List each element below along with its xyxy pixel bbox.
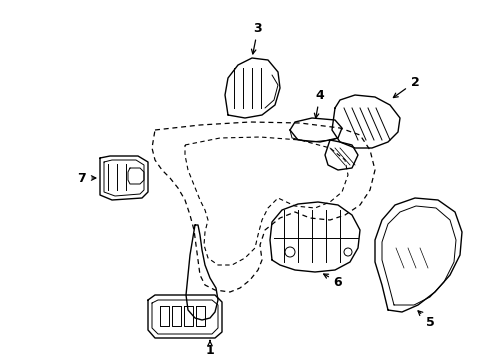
Text: 2: 2 <box>392 76 419 98</box>
Text: 4: 4 <box>314 89 324 118</box>
Text: 6: 6 <box>323 274 342 288</box>
Text: 7: 7 <box>78 171 96 185</box>
Text: 3: 3 <box>251 22 262 54</box>
Text: 5: 5 <box>417 311 433 328</box>
Text: 1: 1 <box>205 341 214 356</box>
